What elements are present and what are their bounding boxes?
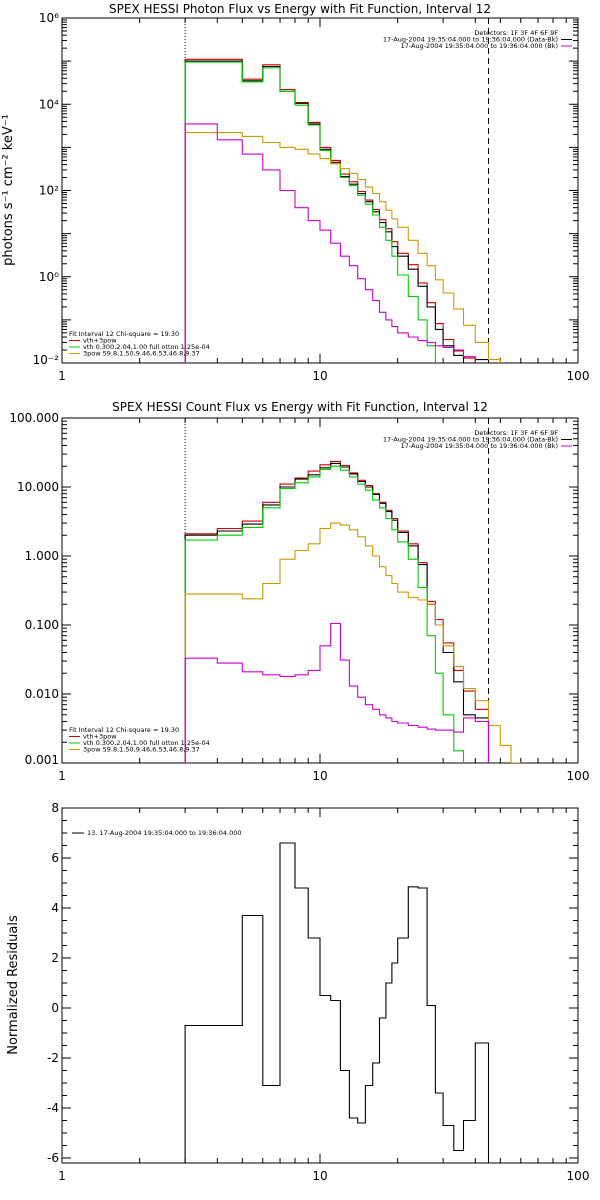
y-axis-label: photons s⁻¹ cm⁻² keV⁻¹ xyxy=(1,114,16,266)
y-tick-label: 0.001 xyxy=(25,753,59,767)
series-bk xyxy=(184,622,490,763)
y-tick-label: 10⁻² xyxy=(33,353,60,367)
chart-title: SPEX HESSI Photon Flux vs Energy with Fi… xyxy=(109,2,491,16)
y-tick-label: -6 xyxy=(47,1151,59,1165)
y-tick-label: 1.000 xyxy=(25,549,59,563)
x-tick-label: 10 xyxy=(312,1169,327,1183)
y-tick-label: 6 xyxy=(51,851,59,865)
fit-info-line: vth 0.300,2.04,1.00 full otton 1.25e-04 xyxy=(83,343,210,351)
x-tick-label: 10 xyxy=(312,769,327,783)
legend-header-line: 17-Aug-2004 19:35:04.000 to 19:36:04.000… xyxy=(401,42,558,50)
y-tick-label: 100.000 xyxy=(9,411,59,425)
fit-info-line: vth+3pow xyxy=(83,337,117,345)
y-tick-label: 2 xyxy=(51,951,59,965)
residual-legend: 13. 17-Aug-2004 19:35:04.000 to 19:36:04… xyxy=(87,829,242,837)
fit-info-line: Fit Interval 12 Chi-square = 19.30 xyxy=(69,726,179,734)
fit-info-legend: Fit Interval 12 Chi-square = 19.30vth+3p… xyxy=(69,726,210,754)
y-tick-label: 0.010 xyxy=(25,687,59,701)
x-tick-label: 1 xyxy=(58,769,66,783)
series-3pow xyxy=(184,522,522,763)
legend-header-line: 17-Aug-2004 19:35:04.000 to 19:36:04.000… xyxy=(383,436,558,444)
y-tick-label: 10² xyxy=(39,184,59,198)
panel-2: 1 10 100 0.001 0.010 0.100 1.000 10.000 100.000 S… xyxy=(9,400,589,783)
fit-info-line: vth 0.300,2.04,1.00 full otton 1.25e-04 xyxy=(83,739,210,747)
y-tick-label: 10⁴ xyxy=(39,97,59,111)
series-vth xyxy=(184,465,465,763)
fit-info-line: 3pow 59.8,1.50,9.46,6.53,46.8,9.37 xyxy=(83,350,200,358)
legend-header-line: 17-Aug-2004 19:35:04.000 to 19:36:04.000… xyxy=(401,442,558,450)
y-axis-label: Normalized Residuals xyxy=(6,915,21,1055)
y-tick-label: 0.100 xyxy=(25,618,59,632)
x-tick-label: 1 xyxy=(58,1169,66,1183)
legend-header-line: Detectors: 1F 3F 4F 6F 9F xyxy=(474,29,558,37)
x-tick-label: 1 xyxy=(58,369,66,383)
y-tick-label: 8 xyxy=(51,801,59,815)
panel-3: 1 10 100 -6 -4 -2 0 2 4 6 8 Normalized Residuals 13.… xyxy=(6,801,589,1183)
legend-header-line: Detectors: 1F 3F 4F 6F 9F xyxy=(474,429,558,437)
x-tick-label: 100 xyxy=(567,769,590,783)
fit-info-legend: Fit Interval 12 Chi-square = 19.30vth+3p… xyxy=(69,330,210,358)
y-tick-label: 4 xyxy=(51,901,59,915)
series-bk xyxy=(184,123,476,363)
fit-info-line: 3pow 59.8,1.50,9.46,6.53,46.8,9.37 xyxy=(83,746,200,754)
y-tick-label: 0 xyxy=(51,1001,59,1015)
chart-title: SPEX HESSI Count Flux vs Energy with Fit… xyxy=(112,400,488,414)
panel-1: 1 10 100 10⁻² 10⁰ 10² 10⁴ 10⁶ SPEX HESSI Photon … xyxy=(1,2,590,383)
y-tick-label: 10.000 xyxy=(17,480,59,494)
y-tick-label: 10⁰ xyxy=(39,270,59,284)
fit-info-line: vth+3pow xyxy=(83,733,117,741)
y-tick-label: -2 xyxy=(47,1051,59,1065)
x-tick-label: 10 xyxy=(312,369,327,383)
series-13-17-aug-2004-19-35-04-000-to-19-36-04-000 xyxy=(184,842,490,1163)
x-tick-label: 100 xyxy=(567,369,590,383)
y-tick-label: 10⁶ xyxy=(39,11,59,25)
series-3pow xyxy=(184,132,501,363)
series-vth xyxy=(184,61,436,363)
fit-info-line: Fit Interval 12 Chi-square = 19.30 xyxy=(69,330,179,338)
y-tick-label: -4 xyxy=(47,1101,59,1115)
x-tick-label: 100 xyxy=(567,1169,590,1183)
legend-header-line: 17-Aug-2004 19:35:04.000 to 19:36:04.000… xyxy=(383,36,558,44)
